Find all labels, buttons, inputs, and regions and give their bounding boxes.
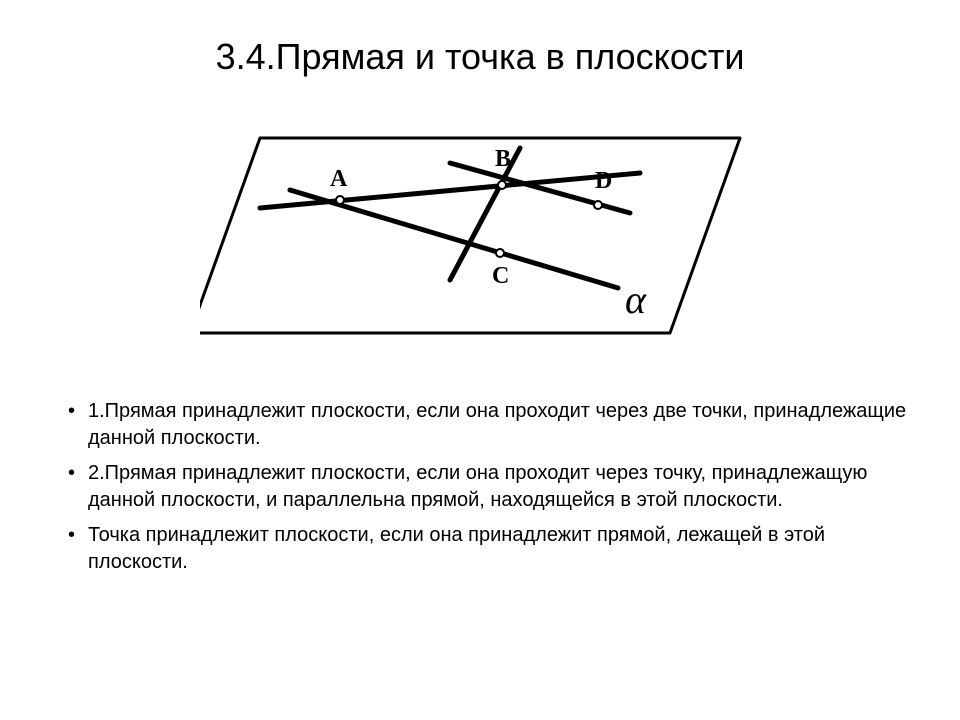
- geometry-diagram: A B C Dα: [200, 108, 760, 358]
- diagram-svg: A B C Dα: [200, 108, 760, 358]
- plane-label: α: [625, 277, 647, 322]
- point-label-c: C: [492, 263, 509, 289]
- list-item: 2.Прямая принадлежит плоскости, если она…: [70, 460, 910, 514]
- point-c: [496, 249, 504, 257]
- point-label-a: A: [330, 166, 348, 192]
- point-a: [336, 196, 344, 204]
- point-label-d: D: [595, 168, 612, 194]
- bullet-list: 1.Прямая принадлежит плоскости, если она…: [0, 398, 960, 576]
- list-item: 1.Прямая принадлежит плоскости, если она…: [70, 398, 910, 452]
- point-b: [498, 181, 506, 189]
- list-item: Точка принадлежит плоскости, если она пр…: [70, 522, 910, 576]
- page-title: 3.4.Прямая и точка в плоскости: [0, 0, 960, 98]
- point-d: [594, 201, 602, 209]
- point-label-b: B: [495, 146, 511, 172]
